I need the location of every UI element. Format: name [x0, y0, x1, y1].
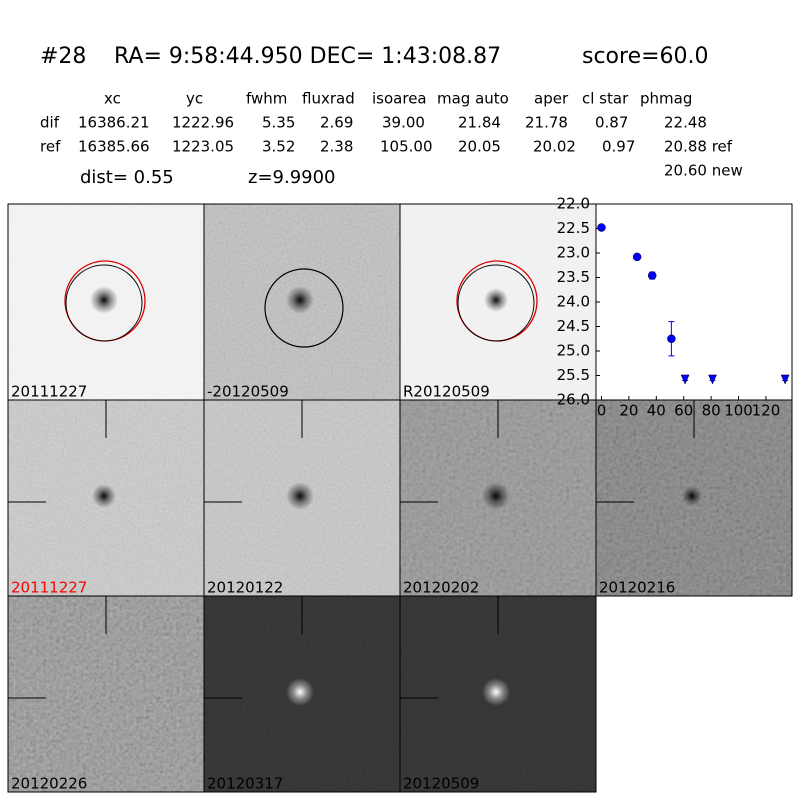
y-tick-label: 26.0 [557, 391, 590, 409]
panel-label: 20120509 [403, 775, 479, 793]
column-header: cl star [582, 90, 629, 108]
panel-label: 20120122 [207, 579, 283, 597]
limit-point [708, 374, 717, 385]
score: score=60.0 [582, 44, 709, 69]
panel-label: 20120216 [599, 579, 675, 597]
point [597, 223, 606, 232]
limit-point [780, 374, 790, 385]
aperture [264, 268, 344, 348]
panel-label: 20120226 [11, 775, 87, 793]
table-cell: 3.52 [262, 138, 295, 156]
candidate-id: #28 [40, 44, 86, 69]
table-cell: 21.84 [458, 114, 501, 132]
source [92, 484, 116, 508]
column-header: aper [534, 90, 569, 108]
source [90, 286, 118, 314]
table-cell: 20.02 [533, 138, 576, 156]
table-cell: 1223.05 [172, 138, 234, 156]
point [667, 334, 676, 343]
point [647, 271, 657, 280]
column-header: yc [186, 90, 203, 108]
table-cell: 39.00 [382, 114, 425, 132]
y-tick-label: 22.0 [557, 195, 590, 213]
column-header: fwhm [246, 90, 287, 108]
panel-label: 20120202 [403, 579, 479, 597]
table-cell: 2.69 [320, 114, 353, 132]
table-cell: ref [40, 138, 61, 156]
column-header: fluxrad [302, 90, 355, 108]
y-tick-label: 22.5 [557, 219, 590, 237]
table-cell: dif [40, 114, 60, 132]
table-cell: 22.48 [664, 114, 707, 132]
source [286, 678, 314, 706]
redshift: z=9.9900 [248, 167, 336, 188]
source [482, 678, 510, 706]
column-header: xc [104, 90, 121, 108]
y-tick-label: 24.5 [557, 317, 590, 335]
table-cell: 16385.66 [78, 138, 150, 156]
image-frame [399, 595, 597, 793]
table-cell: 105.00 [380, 138, 433, 156]
source [286, 482, 314, 510]
column-header: phmag [640, 90, 692, 108]
x-tick-label: 0 [597, 402, 607, 420]
aperture [65, 264, 143, 342]
y-tick-label: 23.5 [557, 268, 590, 286]
table-cell: 20.88 ref [664, 138, 733, 156]
aperture [457, 264, 535, 342]
y-tick-label: 24.0 [557, 293, 590, 311]
x-tick-label: 60 [674, 402, 693, 420]
x-tick-label: 40 [647, 402, 666, 420]
table-cell: 2.38 [320, 138, 353, 156]
source [286, 286, 314, 314]
table-cell: 0.87 [595, 114, 628, 132]
column-header: mag auto [437, 90, 509, 108]
limit-point [680, 374, 690, 385]
x-tick-label: 100 [724, 402, 753, 420]
plot-area [595, 203, 793, 401]
y-tick-label: 23.0 [557, 244, 590, 262]
table-cell: 0.97 [602, 138, 635, 156]
table-cell: 5.35 [262, 114, 295, 132]
panel-label: 20111227 [11, 383, 87, 401]
y-tick-label: 25.0 [557, 342, 590, 360]
panel-label: -20120509 [207, 383, 289, 401]
dist: dist= 0.55 [80, 167, 174, 188]
x-tick-label: 120 [752, 402, 781, 420]
column-header: isoarea [372, 90, 427, 108]
phmag-new: 20.60 new [664, 162, 743, 180]
y-tick-label: 25.5 [557, 366, 590, 384]
point [632, 252, 642, 262]
table-cell: 21.78 [525, 114, 568, 132]
table-cell: 16386.21 [78, 114, 150, 132]
x-tick-label: 20 [619, 402, 638, 420]
source [482, 482, 510, 510]
panel-label: R20120509 [403, 383, 490, 401]
source [484, 288, 508, 312]
panel-label: 20111227 [11, 579, 87, 597]
source [682, 486, 702, 506]
panel-label: 20120317 [207, 775, 283, 793]
coordinates: RA= 9:58:44.950 DEC= 1:43:08.87 [114, 44, 501, 69]
table-cell: 1222.96 [172, 114, 234, 132]
x-tick-label: 80 [702, 402, 721, 420]
table-cell: 20.05 [458, 138, 501, 156]
